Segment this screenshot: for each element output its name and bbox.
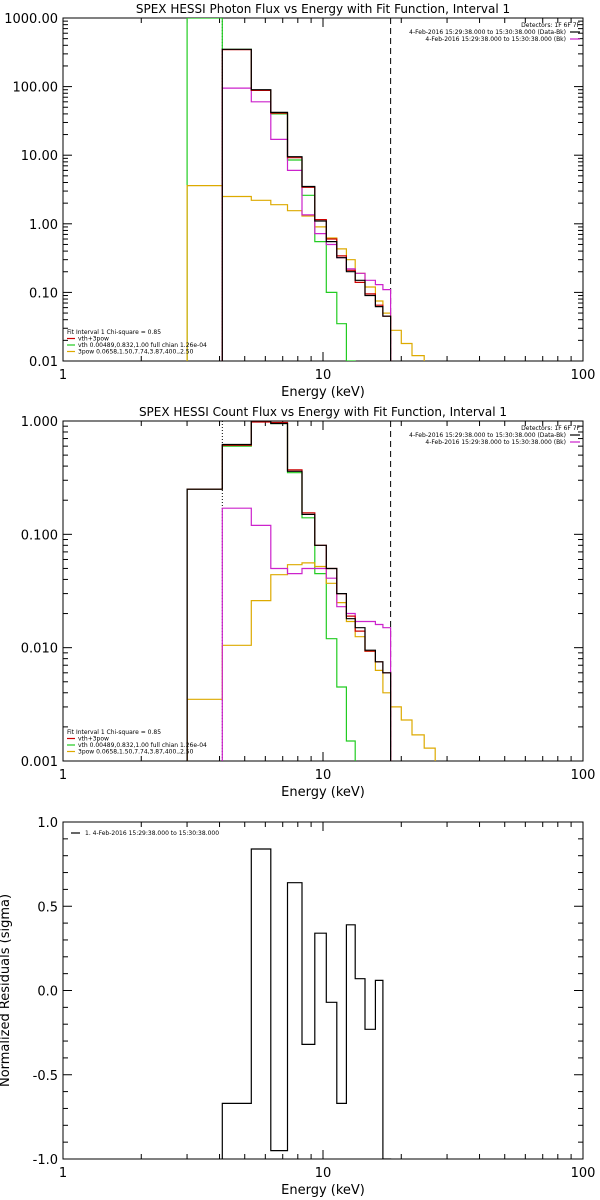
y-tick-label: 1.00 [29, 218, 58, 233]
x-tick-label: 10 [315, 768, 332, 783]
legend-fit-line: 3pow 0.0658,1.50,7.74,3.87,400.,2.50 [78, 749, 194, 756]
y-tick-label: 10.00 [21, 149, 58, 164]
series-vth-3pow-line [186, 421, 392, 761]
y-tick-label: -0.5 [33, 1069, 58, 1084]
legend-header-line: 4-Feb-2016 15:29:38.000 to 15:30:38.000 … [409, 29, 566, 36]
series-data-bk-line [186, 421, 392, 761]
series-data-bk-line [221, 48, 392, 361]
y-tick-label: 0.0 [37, 985, 58, 1000]
y-tick-label: 0.001 [21, 755, 58, 770]
series-vth-3pow-line [221, 49, 392, 361]
x-tick-label: 100 [571, 368, 596, 383]
chart-title: SPEX HESSI Count Flux vs Energy with Fit… [139, 405, 507, 419]
x-axis-label: Energy (keV) [281, 385, 365, 400]
x-tick-label: 1 [59, 768, 67, 783]
x-tick-label: 100 [571, 1166, 596, 1181]
y-tick-label: 0.100 [21, 528, 58, 543]
data-area [186, 421, 436, 761]
y-tick-label: 1.0 [37, 816, 58, 831]
legend-fit-line: Fit Interval 1 Chi-square = 0.85 [67, 729, 161, 736]
legend-header-line: 4-Feb-2016 15:29:38.000 to 15:30:38.000 … [425, 36, 566, 43]
chart-panel-1: 1 10 100 0.01 0.10 1.00 10.00 100.00 1000.00 SPEX… [4, 2, 595, 400]
y-tick-label: 0.10 [29, 286, 58, 301]
y-tick-label: -1.0 [33, 1153, 58, 1168]
legend-fit-line: 3pow 0.0658,1.50,7.74,3.87,400.,2.50 [78, 349, 194, 356]
series-bk-line [221, 507, 392, 761]
legend-fit-line: vth 0.00489,0.832,1.00 full chian 1.26e-… [78, 742, 207, 749]
x-tick-label: 100 [571, 768, 596, 783]
data-area [221, 848, 392, 1159]
legend-header-line: Detectors: 1F 6F 7F [521, 22, 580, 29]
data-area [186, 18, 425, 361]
chart-title: SPEX HESSI Photon Flux vs Energy with Fi… [136, 2, 510, 16]
series-bk-line [221, 87, 392, 361]
legend-header-line: Detectors: 1F 6F 7F [521, 425, 580, 432]
legend-fit-line: vth 0.00489,0.832,1.00 full chian 1.26e-… [78, 342, 207, 349]
series-3pow-line [186, 562, 436, 761]
legend-header-line: 4-Feb-2016 15:29:38.000 to 15:30:38.000 … [425, 439, 566, 446]
chart-panel-2: 1 10 100 0.001 0.010 0.100 1.000 SPEX HESSI Cou… [21, 405, 596, 800]
y-tick-label: 1.000 [21, 415, 58, 430]
y-tick-label: 0.010 [21, 642, 58, 657]
series-3pow-line [186, 185, 425, 361]
plot-frame [62, 17, 584, 362]
series-1-4-feb-2016-15-29-38-000-to-15-30-38-000-line [221, 848, 392, 1159]
legend-fit-line: vth+3pow [78, 336, 109, 343]
plot-frame [62, 420, 584, 762]
y-tick-label: 0.01 [29, 355, 58, 370]
legend-header-line: 4-Feb-2016 15:29:38.000 to 15:30:38.000 … [409, 432, 566, 439]
legend-fit-line: vth+3pow [78, 736, 109, 743]
x-axis-label: Energy (keV) [281, 1183, 365, 1198]
plot-frame [62, 821, 584, 1160]
x-tick-label: 10 [315, 1166, 332, 1181]
y-tick-label: 1000.00 [4, 12, 58, 27]
series-vth-line [186, 18, 356, 361]
x-tick-label: 10 [315, 368, 332, 383]
x-tick-label: 1 [59, 1166, 67, 1181]
y-tick-label: 100.00 [13, 81, 59, 96]
legend-fit-line: Fit Interval 1 Chi-square = 0.85 [67, 329, 161, 336]
y-tick-label: 0.5 [37, 900, 58, 915]
x-tick-label: 1 [59, 368, 67, 383]
x-axis-label: Energy (keV) [281, 785, 365, 800]
legend-entry: 1. 4-Feb-2016 15:29:38.000 to 15:30:38.0… [85, 830, 219, 837]
y-axis-label: Normalized Residuals (sigma) [0, 894, 13, 1087]
chart-panel-3: 1 10 100 -1.0 -0.5 0.0 0.5 1.0 Energy (keV) Norma… [0, 816, 595, 1198]
